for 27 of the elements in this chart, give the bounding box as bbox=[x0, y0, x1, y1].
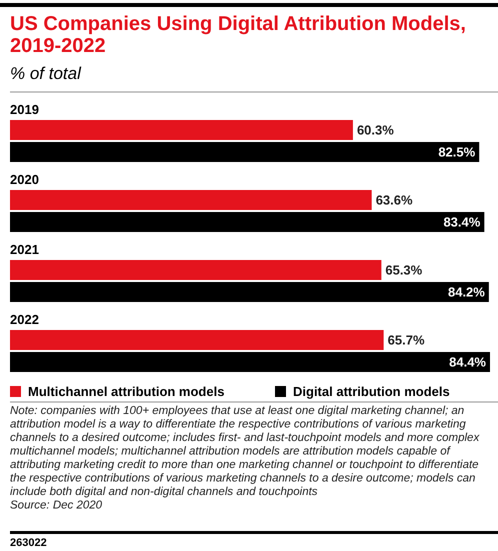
bar bbox=[10, 330, 384, 350]
y-tick-label: 2022 bbox=[10, 312, 39, 327]
data-label: 65.7% bbox=[388, 332, 425, 348]
data-label: 63.6% bbox=[376, 192, 414, 208]
bar bbox=[10, 260, 382, 280]
bar bbox=[10, 190, 372, 210]
data-label: 65.3% bbox=[385, 262, 423, 278]
data-label: 84.2% bbox=[448, 284, 486, 300]
legend-label: Digital attribution models bbox=[293, 384, 450, 399]
chart-subtitle: % of total bbox=[10, 64, 82, 83]
source-note: Source: Dec 2020 bbox=[10, 500, 103, 512]
text: Note: companies with 100+ employees that use at least one digital marketing channel; an attribution model is a way to differentiate the respective contributions of various marketing channels to a desired outcome; includes first- and last-touchpoint models and more complex multichannel models; multichannel attribution models are attribution models capable of attributing marketing credit to more than one marketing channel or touchpoint to differentiate the respective contributions of various marketing channels to a desire outcome; models can include both digital and non-digital channels and touchpoints bbox=[10, 405, 480, 498]
bar bbox=[10, 212, 484, 232]
y-tick-label: 2020 bbox=[10, 172, 39, 187]
legend-label: Multichannel attribution models bbox=[28, 384, 224, 399]
bar bbox=[10, 352, 490, 372]
bar bbox=[10, 282, 489, 302]
bar bbox=[10, 142, 480, 162]
text: 263022 bbox=[10, 537, 47, 549]
data-label: 60.3% bbox=[356, 122, 394, 138]
data-label: 82.5% bbox=[438, 144, 476, 160]
chart-title: US Companies Using Digital Attribution Models, 2019-2022 bbox=[10, 13, 466, 57]
y-tick-label: 2021 bbox=[10, 242, 39, 257]
bar bbox=[10, 120, 353, 140]
data-label: 83.4% bbox=[443, 214, 481, 230]
data-label: 84.4% bbox=[449, 354, 486, 370]
y-tick-label: 2019 bbox=[10, 102, 39, 117]
